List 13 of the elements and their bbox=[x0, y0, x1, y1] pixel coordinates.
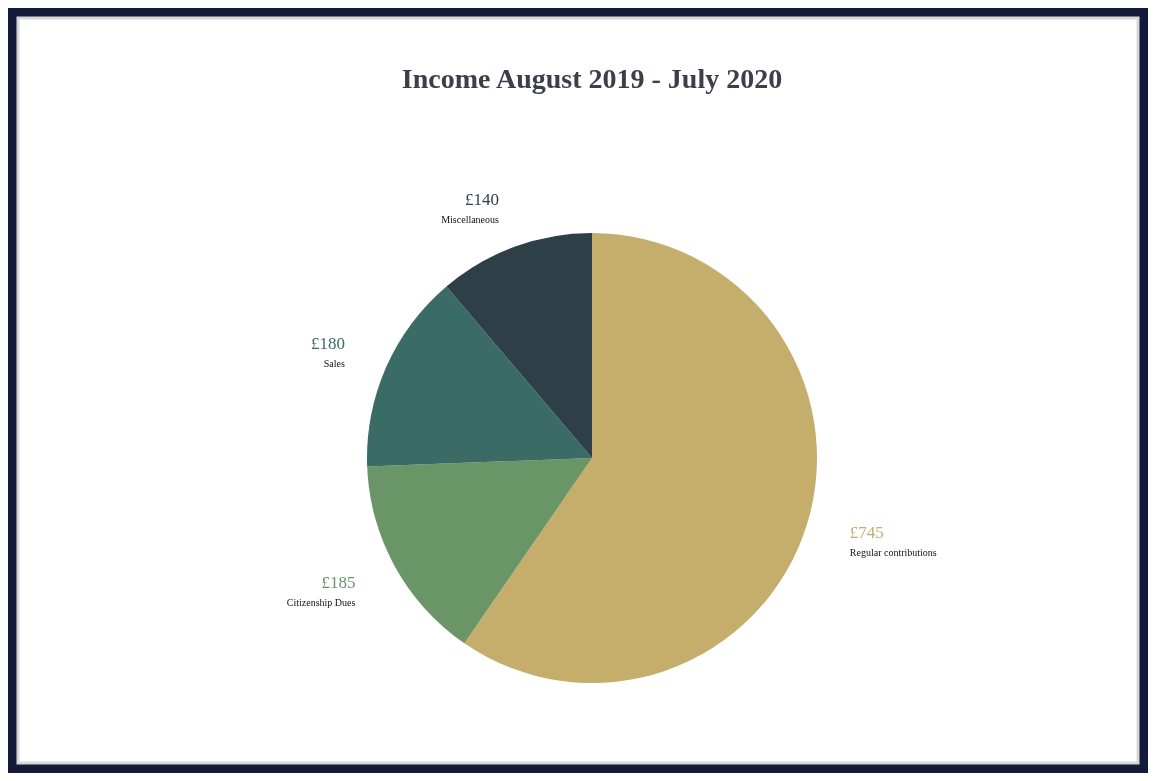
pie-slice bbox=[367, 286, 592, 467]
slice-label: Sales bbox=[323, 358, 345, 370]
data-label: £180 bbox=[310, 334, 345, 354]
data-label: £745 bbox=[849, 523, 884, 543]
chart-title: Income August 2019 - July 2020 bbox=[401, 63, 783, 94]
pie-slice bbox=[446, 233, 592, 458]
pie-slice bbox=[367, 458, 592, 644]
slice-label: Citizenship Dues bbox=[286, 597, 356, 609]
pie-slice bbox=[464, 233, 817, 683]
data-label: £140 bbox=[464, 189, 499, 209]
slice-label: Miscellaneous bbox=[441, 213, 500, 225]
slice-label: Regular contributions bbox=[849, 547, 937, 559]
data-label: £185 bbox=[321, 573, 356, 593]
